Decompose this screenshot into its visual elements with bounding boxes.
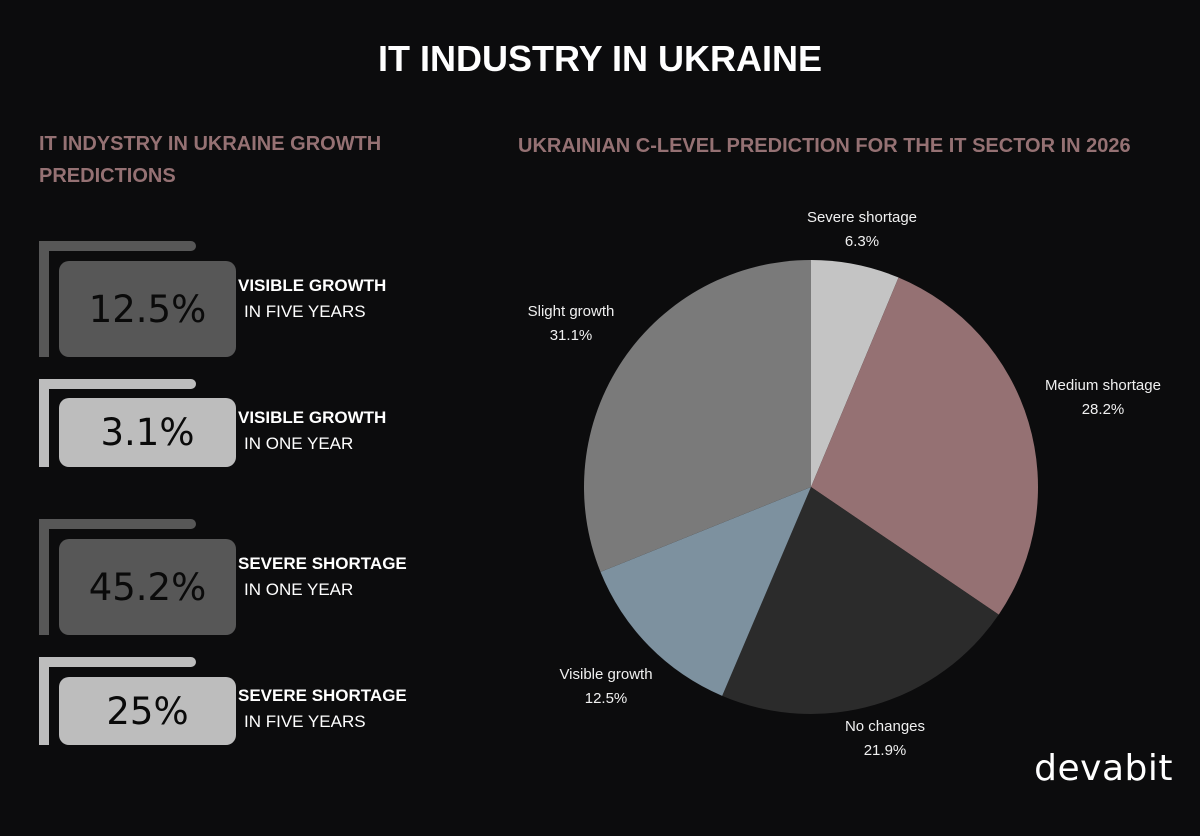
stat-value: 25% [106, 689, 189, 733]
pie-slice-severe-shortage [811, 260, 899, 487]
slice-label: Severe shortage [806, 209, 918, 226]
slice-label: Slight growth [527, 303, 615, 320]
card-frame-top [39, 241, 196, 251]
card-frame-top [39, 519, 196, 529]
slice-label: Visible growth [559, 666, 653, 683]
pie-label-severe-shortage: Severe shortage 6.3% [807, 206, 917, 254]
stat-label-sub: IN FIVE YEARS [244, 302, 366, 321]
stat-label-bold: SEVERE SHORTAGE [238, 554, 407, 573]
stat-label: VISIBLE GROWTH IN FIVE YEARS [238, 273, 386, 325]
stat-label-bold: SEVERE SHORTAGE [238, 686, 407, 705]
pie-slice-slight-growth [584, 260, 811, 572]
pie-label-no-changes: No changes 21.9% [845, 715, 925, 763]
slice-value: 6.3% [844, 233, 880, 250]
stat-label-bold: VISIBLE GROWTH [238, 408, 387, 427]
slice-value: 21.9% [863, 742, 907, 759]
pie-slice-visible-growth [600, 487, 811, 696]
pie-chart-title: UKRAINIAN C-LEVEL PREDICTION FOR THE IT … [518, 135, 1131, 157]
growth-predictions-title: IT INDYSTRY IN UKRAINE GROWTH PREDICTION… [39, 133, 382, 187]
slice-label: Medium shortage [1045, 377, 1161, 394]
stat-label-sub: IN FIVE YEARS [244, 712, 366, 731]
card-frame-top [39, 379, 196, 389]
stat-label-sub: IN ONE YEAR [244, 434, 354, 453]
stat-value-box: 45.2% [59, 539, 236, 635]
pie-slices [584, 260, 1038, 714]
slice-value: 31.1% [549, 327, 593, 344]
stat-label-bold: VISIBLE GROWTH [238, 276, 387, 295]
stat-value: 3.1% [100, 411, 195, 454]
stat-value: 45.2% [88, 565, 207, 609]
stat-label: VISIBLE GROWTH IN ONE YEAR [238, 405, 386, 457]
page-title: IT INDUSTRY IN UKRAINE [377, 38, 823, 79]
card-frame-top [39, 657, 196, 667]
devabit-logo: devabit [1034, 748, 1173, 789]
stat-label: SEVERE SHORTAGE IN ONE YEAR [238, 551, 407, 603]
pie-label-medium-shortage: Medium shortage 28.2% [1045, 374, 1161, 422]
pie-label-slight-growth: Slight growth 31.1% [528, 300, 615, 348]
stat-label: SEVERE SHORTAGE IN FIVE YEARS [238, 683, 407, 735]
stat-value-box: 3.1% [59, 398, 236, 467]
pie-slice-no-changes [722, 487, 999, 714]
stat-value: 12.5% [88, 287, 207, 331]
slice-value: 28.2% [1081, 401, 1125, 418]
slice-value: 12.5% [584, 690, 628, 707]
stat-label-sub: IN ONE YEAR [244, 580, 354, 599]
stat-value-box: 25% [59, 677, 236, 745]
pie-label-visible-growth: Visible growth 12.5% [559, 663, 652, 711]
stat-value-box: 12.5% [59, 261, 236, 357]
slice-label: No changes [844, 718, 926, 735]
pie-slice-medium-shortage [811, 277, 1038, 615]
